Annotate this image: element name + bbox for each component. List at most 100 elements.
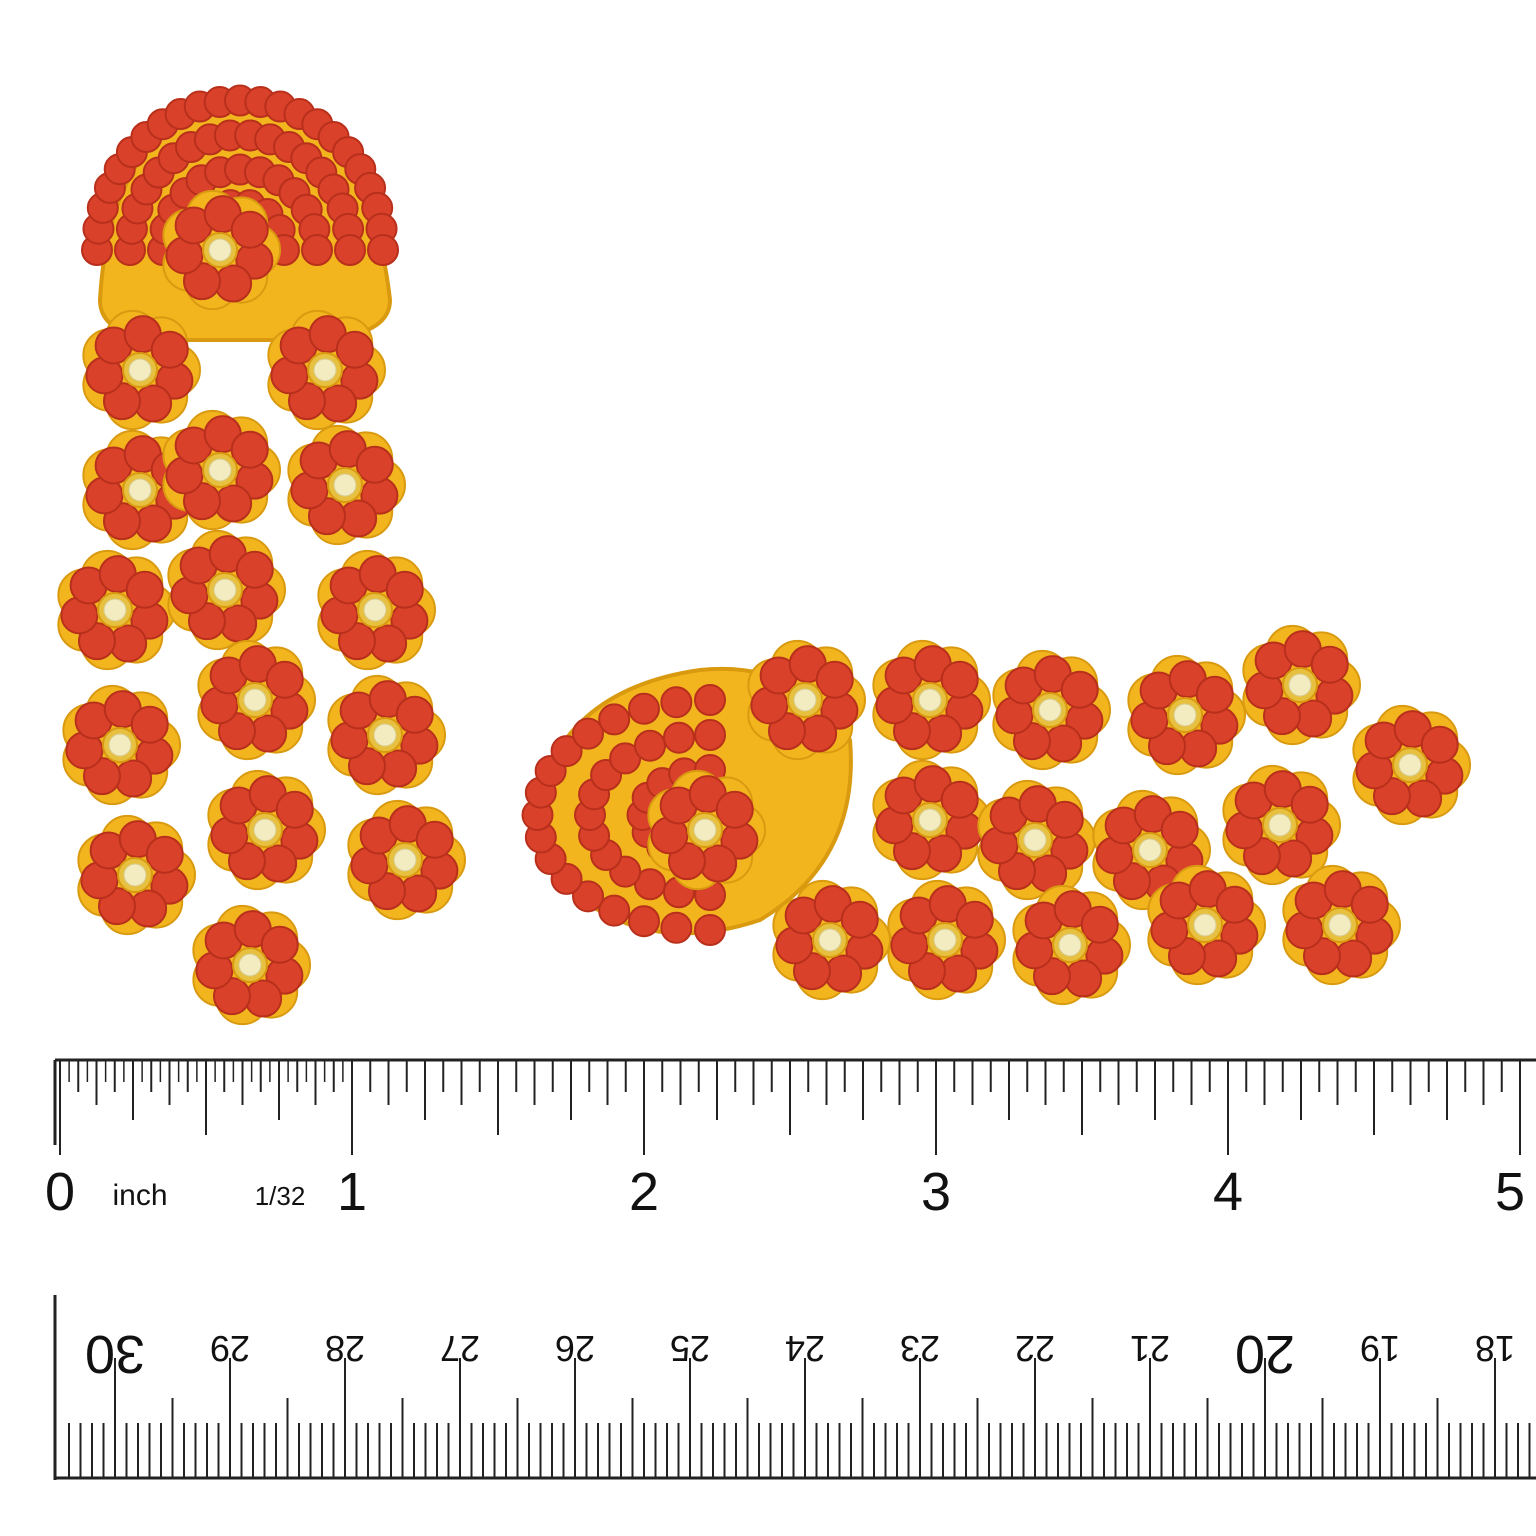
flower	[347, 799, 466, 921]
diamond	[1173, 703, 1197, 727]
coral-bead	[1195, 675, 1234, 714]
coral-bead	[385, 570, 424, 609]
diamond	[208, 238, 232, 262]
coral-bead	[1310, 645, 1349, 684]
diamond	[793, 688, 817, 712]
flower	[162, 189, 281, 311]
coral-bead	[1080, 905, 1119, 944]
flower	[1147, 864, 1266, 986]
coral-bead	[840, 900, 879, 939]
flower	[167, 529, 286, 651]
diamond	[363, 598, 387, 622]
flower	[287, 424, 406, 546]
flower	[62, 684, 181, 806]
flower	[317, 549, 436, 671]
coral-bead	[275, 790, 314, 829]
coral-bead	[634, 868, 666, 901]
flower	[872, 759, 991, 881]
coral-bead	[955, 900, 994, 939]
coral-bead	[940, 780, 979, 819]
cm-label: 21	[1130, 1328, 1170, 1369]
coral-bead	[1045, 800, 1084, 839]
coral-bead	[395, 695, 434, 734]
coral-bead	[301, 234, 333, 266]
coral-bead	[715, 790, 754, 829]
fraction-label: 1/32	[255, 1181, 306, 1211]
diamond	[128, 358, 152, 382]
coral-bead	[627, 692, 660, 725]
cm-label: 23	[900, 1328, 940, 1369]
coral-bead	[265, 660, 304, 699]
coral-bead	[1290, 785, 1329, 824]
flower	[887, 879, 1006, 1001]
diamond	[1268, 813, 1292, 837]
coral-bead	[609, 742, 642, 775]
coral-bead	[145, 835, 184, 874]
diamond	[1138, 838, 1162, 862]
inch-label: 5	[1495, 1162, 1525, 1222]
coral-bead	[335, 330, 374, 369]
cm-label: 19	[1360, 1328, 1400, 1369]
coral-bead	[125, 570, 164, 609]
diamond	[918, 688, 942, 712]
flower	[1127, 654, 1246, 776]
coral-bead	[1350, 885, 1389, 924]
coral-bead	[1420, 725, 1459, 764]
coral-bead	[130, 705, 169, 744]
flower	[162, 409, 281, 531]
coral-bead	[550, 735, 583, 768]
flower	[977, 779, 1096, 901]
cm-label: 29	[210, 1328, 250, 1369]
diamond	[373, 723, 397, 747]
coral-bead	[815, 660, 854, 699]
diamond	[333, 473, 357, 497]
diamond	[128, 478, 152, 502]
cm-label: 18	[1475, 1328, 1515, 1369]
coral-bead	[355, 445, 394, 484]
coral-bead	[627, 905, 660, 938]
flower	[1222, 764, 1341, 886]
diamond	[1288, 673, 1312, 697]
diamond	[108, 733, 132, 757]
cm-label: 27	[440, 1328, 480, 1369]
diamond	[313, 358, 337, 382]
diamond	[1193, 913, 1217, 937]
coral-bead	[415, 820, 454, 859]
diamond	[213, 578, 237, 602]
cm-label: 24	[785, 1328, 825, 1369]
inch-label: 4	[1213, 1162, 1243, 1222]
diamond	[1328, 913, 1352, 937]
flower	[197, 639, 316, 761]
flower	[1242, 624, 1361, 746]
cm-label: 26	[555, 1328, 595, 1369]
coral-bead	[662, 721, 695, 754]
inch-label: 1	[337, 1162, 367, 1222]
diamond	[243, 688, 267, 712]
inch-label: 0	[45, 1162, 75, 1222]
coral-bead	[940, 660, 979, 699]
flower	[207, 769, 326, 891]
coral-bead	[598, 703, 631, 736]
diamond	[1058, 933, 1082, 957]
diamond	[918, 808, 942, 832]
coral-bead	[694, 719, 726, 751]
coral-bead	[230, 430, 269, 469]
diamond	[933, 928, 957, 952]
coral-bead	[572, 717, 605, 750]
coral-bead	[334, 234, 366, 266]
coral-bead	[235, 550, 274, 589]
flower	[1352, 704, 1471, 826]
ruler: inch 1/32 0 1 2 3 4 530 29 28 27 26 25 24 23 22 21 20 19…	[45, 1058, 1536, 1480]
coral-bead	[660, 686, 693, 719]
inch-label: 3	[921, 1162, 951, 1222]
cm-label: 20	[1235, 1324, 1295, 1384]
diamond	[238, 953, 262, 977]
flower	[772, 879, 891, 1001]
flower	[57, 549, 176, 671]
flower	[82, 309, 201, 431]
diamond	[1023, 828, 1047, 852]
cm-label: 22	[1015, 1328, 1055, 1369]
diamond	[123, 863, 147, 887]
diamond	[253, 818, 277, 842]
coral-bead	[1215, 885, 1254, 924]
